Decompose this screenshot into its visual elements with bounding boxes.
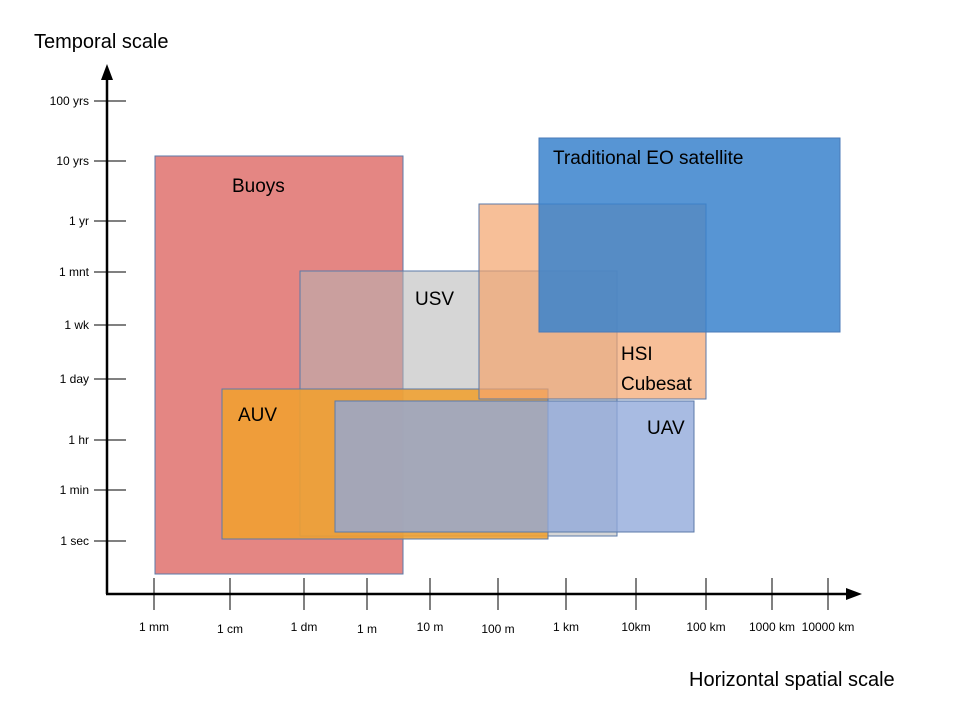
y-tick-label: 1 day <box>60 372 89 386</box>
x-tick-label: 1 dm <box>291 620 318 634</box>
y-tick-label: 1 hr <box>68 433 89 447</box>
auv-label: AUV <box>238 405 277 426</box>
buoys-label: Buoys <box>232 176 285 197</box>
x-tick-label: 1 mm <box>139 620 169 634</box>
x-axis-title: Horizontal spatial scale <box>689 669 895 691</box>
x-tick-label: 1 m <box>357 622 377 636</box>
x-tick-label: 100 km <box>686 620 725 634</box>
y-tick-label: 1 mnt <box>59 265 90 279</box>
x-tick-label: 10 m <box>417 620 444 634</box>
y-tick-label: 1 yr <box>69 214 89 228</box>
eo-satellite-label: Traditional EO satellite <box>553 148 743 169</box>
x-tick-label: 10000 km <box>802 620 855 634</box>
uav-label: UAV <box>647 418 685 439</box>
x-tick-label: 1 cm <box>217 622 243 636</box>
hsi-cubesat-label: HSI <box>621 344 653 365</box>
x-axis-arrow-icon <box>846 588 862 600</box>
axes: 100 yrs 10 yrs 1 yr 1 mnt 1 wk 1 day 1 hr 1 min… <box>50 64 862 636</box>
y-tick-label: 10 yrs <box>56 154 89 168</box>
eo-satellite-box <box>538 137 841 333</box>
y-axis-title: Temporal scale <box>34 31 169 53</box>
platform-labels: Buoys AUV USV UAV HSI Cubesat Traditional EO s… <box>232 148 743 439</box>
hsi-cubesat-label: Cubesat <box>621 374 692 395</box>
y-tick-label: 100 yrs <box>50 94 89 108</box>
x-tick-label: 10km <box>621 620 650 634</box>
x-tick-label: 100 m <box>481 622 514 636</box>
y-tick-label: 1 sec <box>60 534 89 548</box>
usv-label: USV <box>415 289 454 310</box>
y-tick-label: 1 min <box>60 483 89 497</box>
uav-box <box>334 400 695 533</box>
platform-boxes <box>154 137 841 575</box>
y-ticks: 100 yrs 10 yrs 1 yr 1 mnt 1 wk 1 day 1 hr 1 min… <box>50 94 126 548</box>
y-axis-arrow-icon <box>101 64 113 80</box>
x-tick-label: 1000 km <box>749 620 795 634</box>
y-tick-label: 1 wk <box>64 318 90 332</box>
x-ticks: 1 mm 1 cm 1 dm 1 m 10 m 100 m 1 km 10km 100 km 10… <box>139 578 854 636</box>
x-tick-label: 1 km <box>553 620 579 634</box>
